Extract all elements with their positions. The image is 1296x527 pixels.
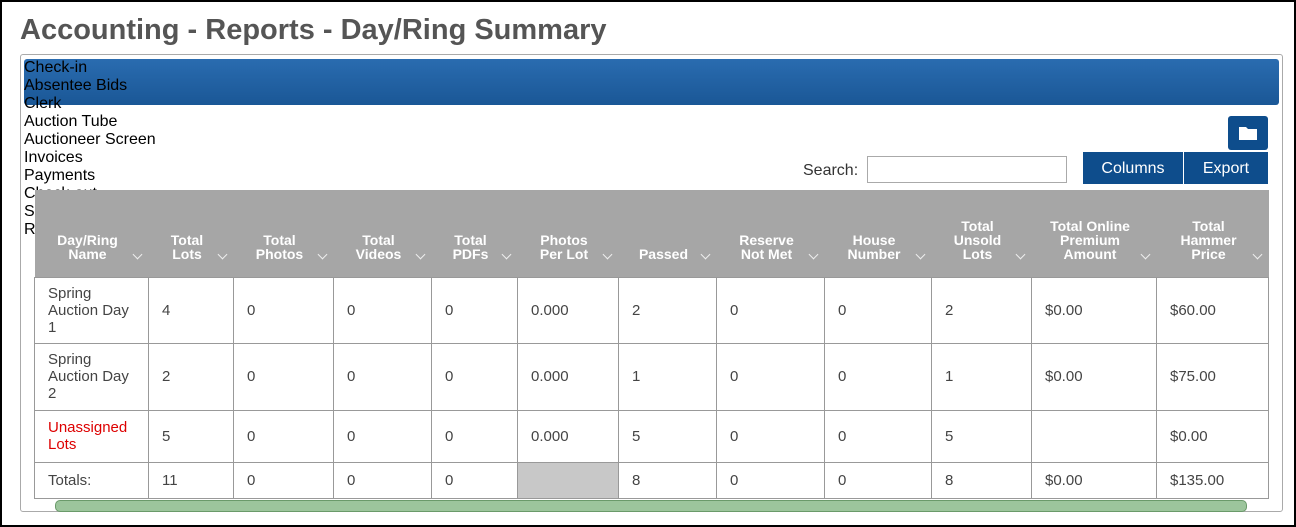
table-row: Spring Auction Day 1 4 0 0 0 0.000 2 0 0 2 $0.00 $6… <box>34 276 1269 344</box>
table-cell: 2 <box>931 276 1032 344</box>
table-cell: 0 <box>824 409 932 463</box>
tab[interactable]: Check-in <box>24 59 88 76</box>
table-cell: 1 <box>618 342 717 411</box>
table-cell: $60.00 <box>1156 276 1269 344</box>
tab[interactable]: Absentee Bids <box>24 77 128 94</box>
tab[interactable]: Auctioneer Screen <box>24 131 156 148</box>
tab[interactable]: Payments <box>24 167 96 184</box>
column-header[interactable]: Total Unsold Lots <box>931 190 1032 277</box>
table-cell: 0 <box>233 461 334 499</box>
table-cell: $135.00 <box>1156 461 1269 499</box>
table-cell: Totals: <box>34 461 149 499</box>
toolbar-button[interactable]: Export <box>1183 151 1269 185</box>
table-cell: 5 <box>148 409 234 463</box>
column-header[interactable]: Total PDFs <box>431 190 518 277</box>
scrollbar[interactable] <box>55 500 1247 512</box>
table-row: Totals: 11 0 0 0 8 0 0 8 $0.00 $135.00 <box>34 461 1269 499</box>
table-cell: 0 <box>233 409 334 463</box>
table-cell: 4 <box>148 276 234 344</box>
table-cell: 0 <box>431 409 518 463</box>
table-cell: Spring Auction Day 1 <box>34 276 149 344</box>
table-cell: 0.000 <box>517 276 619 344</box>
tab-bar: Check-in Absentee Bids Clerk Auction Tube Au… <box>24 59 1279 238</box>
table-cell: 11 <box>148 461 234 499</box>
table-cell <box>1031 409 1157 463</box>
table-cell: 0 <box>824 276 932 344</box>
report-table: Day/Ring Name Total Lots Total Photos Total… <box>34 190 1269 499</box>
table-cell: 0 <box>824 342 932 411</box>
column-header[interactable]: Day/Ring Name <box>34 190 149 277</box>
table-cell: 0 <box>824 461 932 499</box>
table-cell: 0 <box>716 276 825 344</box>
column-header[interactable]: Reserve Not Met <box>716 190 825 277</box>
table-cell: $0.00 <box>1156 409 1269 463</box>
tab[interactable]: Auction Tube <box>24 113 118 130</box>
table-cell: $0.00 <box>1031 276 1157 344</box>
table-cell: 1 <box>931 342 1032 411</box>
table-cell: 0.000 <box>517 409 619 463</box>
table-cell: 2 <box>618 276 717 344</box>
table-cell: 5 <box>618 409 717 463</box>
table-cell: 0 <box>431 461 518 499</box>
folder-button[interactable] <box>1228 116 1268 150</box>
tab[interactable]: Clerk <box>24 95 62 112</box>
table-cell <box>517 461 619 499</box>
table-cell: 2 <box>148 342 234 411</box>
table-cell: $0.00 <box>1031 342 1157 411</box>
table-cell: 8 <box>618 461 717 499</box>
table-cell: 0 <box>716 461 825 499</box>
table-cell: 0 <box>333 461 432 499</box>
search-label: Search: <box>803 162 859 179</box>
table-cell: 0 <box>431 276 518 344</box>
panel: Check-in Absentee Bids Clerk Auction Tube Au… <box>20 54 1283 512</box>
table-cell: 0 <box>333 342 432 411</box>
search-input[interactable] <box>867 156 1067 183</box>
table-cell: 5 <box>931 409 1032 463</box>
table-cell: Spring Auction Day 2 <box>34 342 149 411</box>
column-header[interactable]: Total Online Premium Amount <box>1031 190 1157 277</box>
table-cell: 0 <box>333 276 432 344</box>
table-cell: 0 <box>233 276 334 344</box>
table-cell: $75.00 <box>1156 342 1269 411</box>
column-header[interactable]: Total Lots <box>148 190 234 277</box>
table-cell: 0.000 <box>517 342 619 411</box>
table-cell: 0 <box>716 409 825 463</box>
table-row: Unassigned Lots 5 0 0 0 0.000 5 0 0 5 $0.00 <box>34 409 1269 463</box>
table-cell: 8 <box>931 461 1032 499</box>
table-row: Spring Auction Day 2 2 0 0 0 0.000 1 0 0 1 $0.00 $7… <box>34 342 1269 411</box>
table-cell: Unassigned Lots <box>34 409 149 463</box>
column-header[interactable]: Passed <box>618 190 717 277</box>
column-header[interactable]: House Number <box>824 190 932 277</box>
column-header[interactable]: Total Photos <box>233 190 334 277</box>
table-cell: 0 <box>716 342 825 411</box>
page-title: Accounting - Reports - Day/Ring Summary <box>20 14 607 46</box>
table-cell: 0 <box>431 342 518 411</box>
table-cell: $0.00 <box>1031 461 1157 499</box>
column-header[interactable]: Total Videos <box>333 190 432 277</box>
table-cell: 0 <box>333 409 432 463</box>
tab[interactable]: Invoices <box>24 149 83 166</box>
toolbar-button[interactable]: Columns <box>1082 151 1184 185</box>
column-header[interactable]: Photos Per Lot <box>517 190 619 277</box>
column-header[interactable]: Total Hammer Price <box>1156 190 1269 277</box>
table-cell: 0 <box>233 342 334 411</box>
folder-icon <box>1239 127 1257 140</box>
